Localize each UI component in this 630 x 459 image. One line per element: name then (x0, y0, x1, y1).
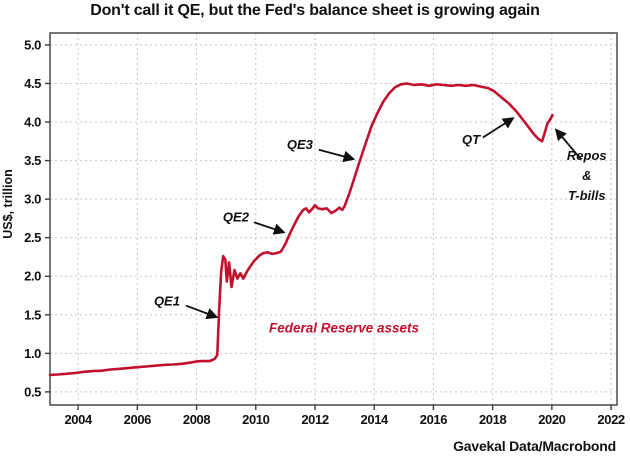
y-tick-label: 2.0 (24, 269, 41, 284)
y-tick-label: 4.5 (24, 76, 41, 91)
x-tick-label: 2010 (242, 412, 269, 427)
series-label: Federal Reserve assets (269, 321, 420, 336)
y-tick-label: 3.5 (24, 153, 41, 168)
y-tick-label: 2.5 (24, 230, 41, 245)
annotation-qe1: QE1 (154, 294, 180, 309)
annotation-arrow-qe1 (185, 304, 219, 320)
y-tick-label: 1.5 (24, 307, 41, 322)
y-tick-label: 5.0 (24, 37, 41, 52)
x-tick-label: 2014 (361, 412, 389, 427)
x-tick-label: 2016 (420, 412, 447, 427)
x-tick-label: 2008 (183, 412, 210, 427)
chart-title: Don't call it QE, but the Fed's balance … (90, 2, 540, 19)
annotation-arrow-qe2 (253, 221, 286, 235)
x-tick-label: 2022 (597, 412, 624, 427)
x-tick-label: 2006 (124, 412, 151, 427)
annotation-arrow-qt (482, 117, 515, 139)
x-tick-label: 2018 (479, 412, 506, 427)
y-tick-label: 4.0 (24, 115, 41, 130)
y-tick-label: 3.0 (24, 192, 41, 207)
annotation-repos-tbills: Repos & T-bills (567, 148, 607, 203)
annotation-qe3: QE3 (287, 137, 314, 152)
annotation-qt: QT (462, 132, 481, 147)
series-line (48, 82, 554, 377)
x-tick-label: 2020 (538, 412, 565, 427)
annotation-arrow-repos-tbills (554, 128, 582, 160)
y-tick-label: 0.5 (24, 384, 41, 399)
annotation-arrow-qe3 (318, 148, 356, 163)
annotation-qe2: QE2 (223, 210, 250, 225)
y-tick-label: 1.0 (24, 346, 41, 361)
plot-frame (49, 32, 618, 406)
source-label: Gavekal Data/Macrobond (453, 438, 616, 454)
x-tick-label: 2004 (64, 412, 92, 427)
x-tick-label: 2012 (301, 412, 328, 427)
